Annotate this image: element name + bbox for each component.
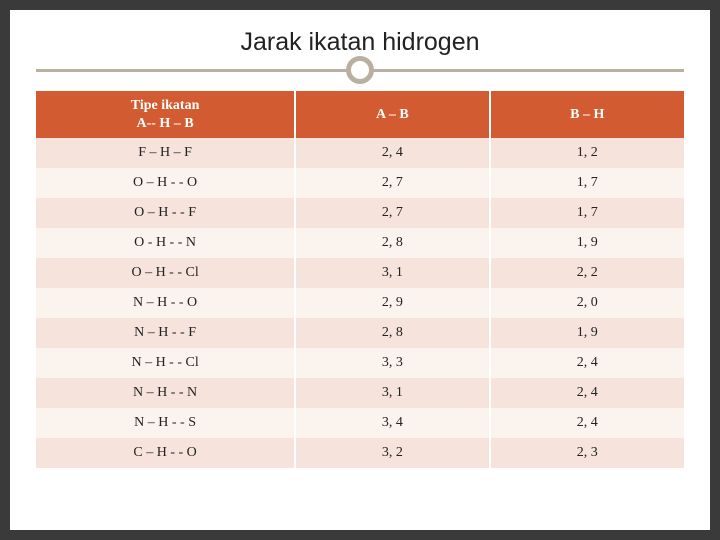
table-row: N – H - - S3, 42, 4 <box>36 408 684 438</box>
cell-bh: 2, 4 <box>490 408 684 438</box>
cell-bh: 2, 4 <box>490 378 684 408</box>
cell-ab: 3, 1 <box>295 258 489 288</box>
cell-type: C – H - - O <box>36 438 295 468</box>
cell-type: O - H - - N <box>36 228 295 258</box>
table-row: N – H - - O2, 92, 0 <box>36 288 684 318</box>
cell-ab: 3, 1 <box>295 378 489 408</box>
col-header-ab: A – B <box>295 91 489 138</box>
cell-ab: 2, 8 <box>295 228 489 258</box>
col-header-type-line1: Tipe ikatanA-- H – B <box>131 98 200 131</box>
cell-ab: 2, 7 <box>295 168 489 198</box>
table-header-row: Tipe ikatanA-- H – B A – B B – H <box>36 91 684 138</box>
table-row: F – H – F2, 41, 2 <box>36 138 684 168</box>
col-header-bh: B – H <box>490 91 684 138</box>
table-row: O – H - - O2, 71, 7 <box>36 168 684 198</box>
table-row: N – H - - Cl3, 32, 4 <box>36 348 684 378</box>
cell-type: O – H - - F <box>36 198 295 228</box>
cell-bh: 1, 9 <box>490 318 684 348</box>
cell-type: N – H - - N <box>36 378 295 408</box>
table-body: F – H – F2, 41, 2 O – H - - O2, 71, 7 O … <box>36 138 684 468</box>
table-row: N – H - - N3, 12, 4 <box>36 378 684 408</box>
cell-type: N – H - - Cl <box>36 348 295 378</box>
cell-ab: 2, 7 <box>295 198 489 228</box>
cell-ab: 3, 4 <box>295 408 489 438</box>
table-row: O – H - - Cl3, 12, 2 <box>36 258 684 288</box>
cell-bh: 1, 7 <box>490 168 684 198</box>
table-row: O – H - - F2, 71, 7 <box>36 198 684 228</box>
cell-bh: 2, 2 <box>490 258 684 288</box>
cell-bh: 1, 2 <box>490 138 684 168</box>
cell-bh: 1, 7 <box>490 198 684 228</box>
cell-bh: 1, 9 <box>490 228 684 258</box>
slide: Jarak ikatan hidrogen Tipe ikatanA-- H –… <box>10 10 710 530</box>
col-header-type: Tipe ikatanA-- H – B <box>36 91 295 138</box>
cell-ab: 2, 8 <box>295 318 489 348</box>
cell-type: N – H - - O <box>36 288 295 318</box>
cell-type: O – H - - O <box>36 168 295 198</box>
table-row: N – H - - F2, 81, 9 <box>36 318 684 348</box>
title-block: Jarak ikatan hidrogen <box>36 28 684 85</box>
cell-bh: 2, 3 <box>490 438 684 468</box>
cell-type: N – H - - F <box>36 318 295 348</box>
cell-ab: 2, 9 <box>295 288 489 318</box>
circle-icon <box>346 56 374 84</box>
title-divider <box>36 55 684 85</box>
cell-type: N – H - - S <box>36 408 295 438</box>
cell-ab: 3, 3 <box>295 348 489 378</box>
cell-type: F – H – F <box>36 138 295 168</box>
cell-bh: 2, 0 <box>490 288 684 318</box>
cell-type: O – H - - Cl <box>36 258 295 288</box>
bond-distance-table: Tipe ikatanA-- H – B A – B B – H F – H –… <box>36 91 684 468</box>
table-row: O - H - - N2, 81, 9 <box>36 228 684 258</box>
cell-bh: 2, 4 <box>490 348 684 378</box>
cell-ab: 3, 2 <box>295 438 489 468</box>
cell-ab: 2, 4 <box>295 138 489 168</box>
table-row: C – H - - O3, 22, 3 <box>36 438 684 468</box>
